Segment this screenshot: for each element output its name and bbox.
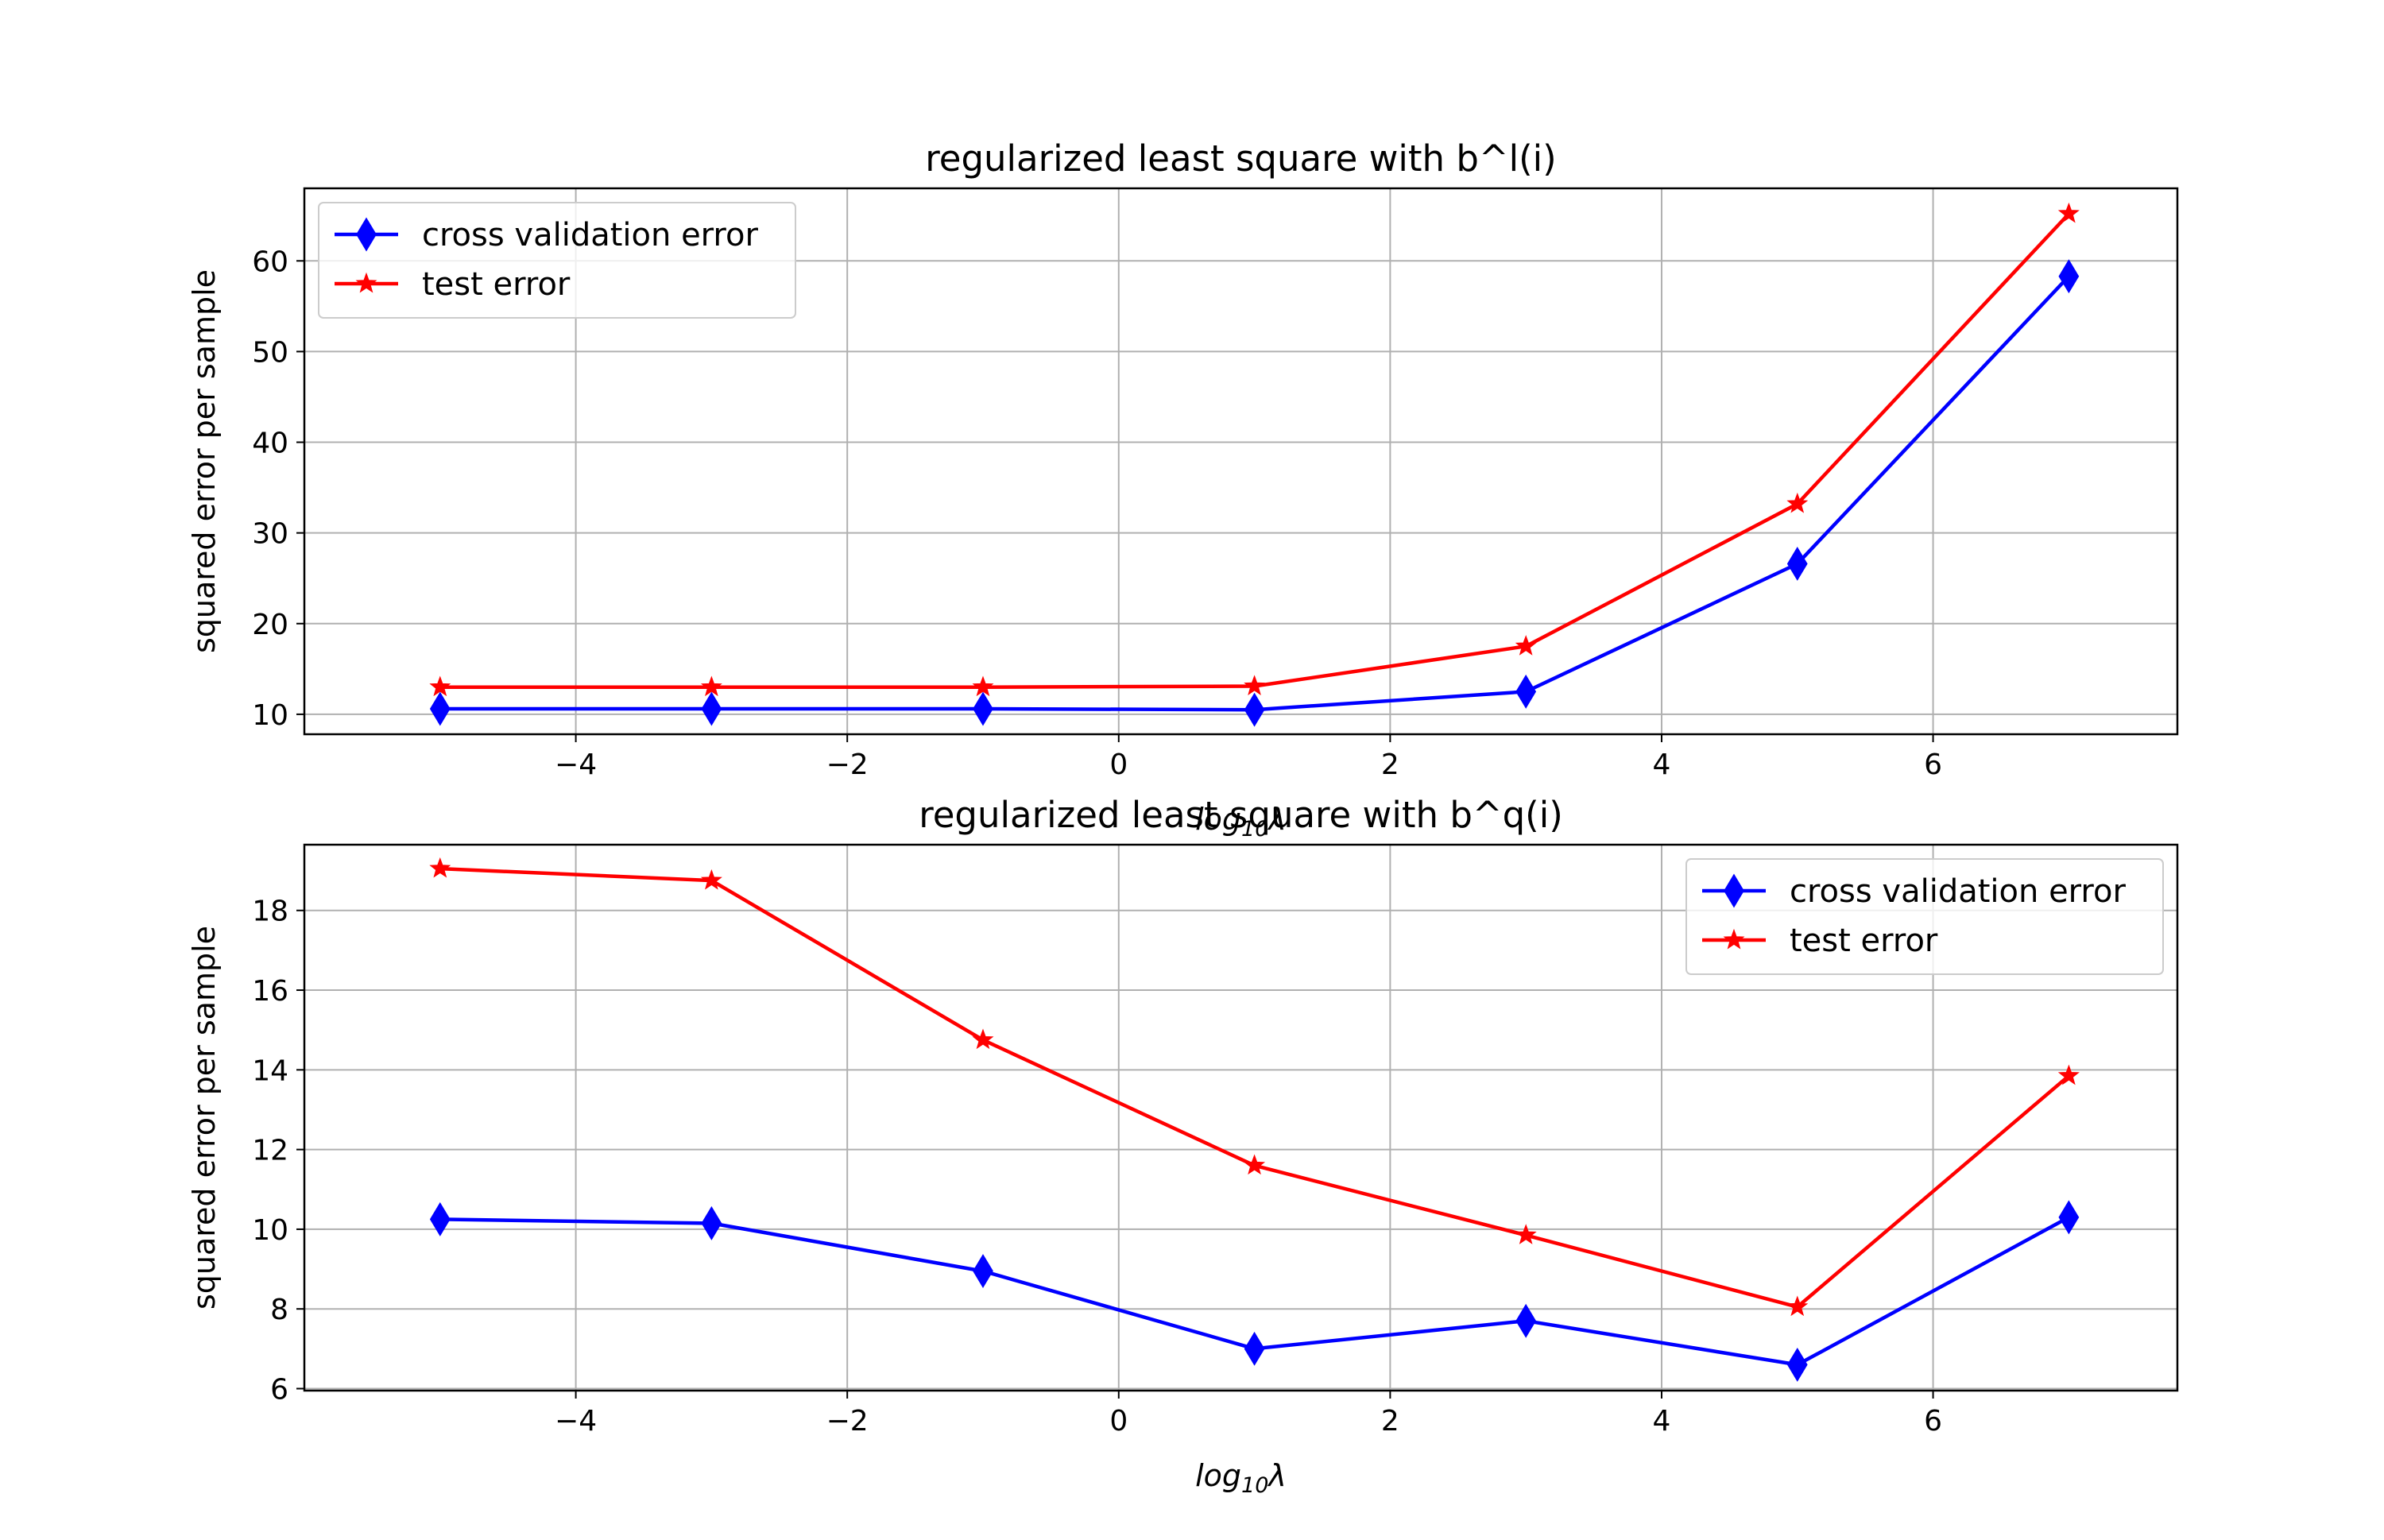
legend-label: test error	[1790, 923, 1938, 959]
series-line	[439, 275, 2071, 712]
y-tick-label: 30	[252, 518, 288, 551]
series-markers	[429, 857, 2080, 1382]
y-axis-label: squared error per sample	[187, 926, 222, 1310]
x-tick-label: 0	[1109, 1405, 1128, 1437]
legend-swatch-marker	[1723, 928, 1745, 950]
x-tick-label: 4	[1653, 749, 1671, 781]
data-point	[2058, 259, 2080, 294]
data-point	[429, 857, 451, 878]
data-point	[2058, 1200, 2080, 1235]
series-markers	[429, 202, 2080, 727]
data-point	[429, 1201, 451, 1236]
data-point	[1515, 635, 1537, 656]
data-point	[1515, 1224, 1537, 1244]
data-point	[700, 869, 722, 890]
data-point	[1786, 492, 1809, 513]
legend-swatch-marker	[355, 272, 377, 293]
y-tick-label: 10	[252, 1214, 288, 1247]
data-point	[701, 1205, 722, 1240]
y-tick-label: 8	[270, 1294, 288, 1326]
data-point	[1515, 1303, 1537, 1338]
data-point	[1515, 674, 1537, 709]
legend-swatch-marker	[356, 217, 377, 252]
tick-marks	[296, 260, 1934, 742]
x-tick-label: 6	[1924, 749, 1942, 781]
legend-label: cross validation error	[422, 217, 758, 253]
y-tick-label: 40	[252, 428, 288, 460]
legend: cross validation error test error	[1685, 858, 2164, 975]
data-point	[429, 691, 451, 726]
legend: cross validation error test error	[318, 202, 796, 319]
data-point	[1786, 1347, 1808, 1382]
data-point	[429, 675, 451, 697]
data-point	[973, 691, 993, 726]
legend-label: cross validation error	[1790, 873, 2126, 910]
data-point	[1244, 675, 1266, 695]
x-axis-label: log10λ	[1195, 802, 1287, 842]
grid-lines	[304, 845, 2177, 1391]
tick-marks	[296, 909, 1934, 1399]
plot-top: −4 −2 0 2 4 6 10 20 30 40 50 60 regularized least s…	[187, 137, 2179, 842]
chart-title: regularized least square with b^l(i)	[925, 137, 1556, 180]
data-point	[1244, 692, 1265, 727]
legend-swatch-marker	[1724, 873, 1744, 908]
data-point	[973, 1254, 993, 1289]
legend-label: test error	[422, 266, 571, 303]
axes-frame	[303, 187, 2179, 736]
data-point	[1786, 546, 1808, 581]
data-point	[1244, 1154, 1266, 1175]
data-point	[1244, 1331, 1265, 1366]
x-tick-label: −2	[826, 1405, 869, 1437]
x-tick-label: 0	[1109, 749, 1128, 781]
x-tick-label: 6	[1924, 1405, 1942, 1437]
x-tick-label: 2	[1381, 1405, 1399, 1437]
x-tick-label: −4	[555, 749, 597, 781]
x-tick-label: −4	[555, 1405, 597, 1437]
y-tick-label: 10	[252, 699, 288, 732]
chart-title: regularized least square with b^q(i)	[919, 794, 1563, 836]
data-point	[2057, 202, 2080, 223]
data-point	[701, 691, 722, 726]
y-tick-label: 16	[252, 975, 288, 1008]
y-tick-label: 60	[252, 246, 288, 278]
axes-frame	[303, 843, 2179, 1392]
y-axis-label: squared error per sample	[187, 269, 222, 653]
y-tick-label: 14	[252, 1054, 288, 1087]
tick-labels: −4 −2 0 2 4 6 10 20 30 40 50 60	[252, 246, 1942, 781]
plot-bottom: −4 −2 0 2 4 6 6 8 10 12 14 16 18 regularized least s…	[187, 794, 2179, 1498]
legend-box	[318, 202, 796, 319]
x-tick-label: 2	[1381, 749, 1399, 781]
x-tick-label: −2	[826, 749, 869, 781]
y-tick-label: 20	[252, 609, 288, 641]
data-point	[972, 1028, 994, 1050]
data-point	[972, 675, 994, 697]
x-axis-label: log10λ	[1195, 1458, 1287, 1498]
y-tick-label: 6	[270, 1373, 288, 1406]
y-tick-label: 12	[252, 1135, 288, 1167]
legend-box	[1685, 858, 2164, 975]
y-tick-label: 50	[252, 336, 288, 369]
x-tick-label: 4	[1653, 1405, 1671, 1437]
y-tick-label: 18	[252, 896, 288, 928]
data-point	[700, 675, 722, 697]
tick-labels: −4 −2 0 2 4 6 6 8 10 12 14 16 18	[252, 896, 1942, 1437]
data-point	[2057, 1064, 2080, 1085]
data-point	[1786, 1295, 1809, 1317]
